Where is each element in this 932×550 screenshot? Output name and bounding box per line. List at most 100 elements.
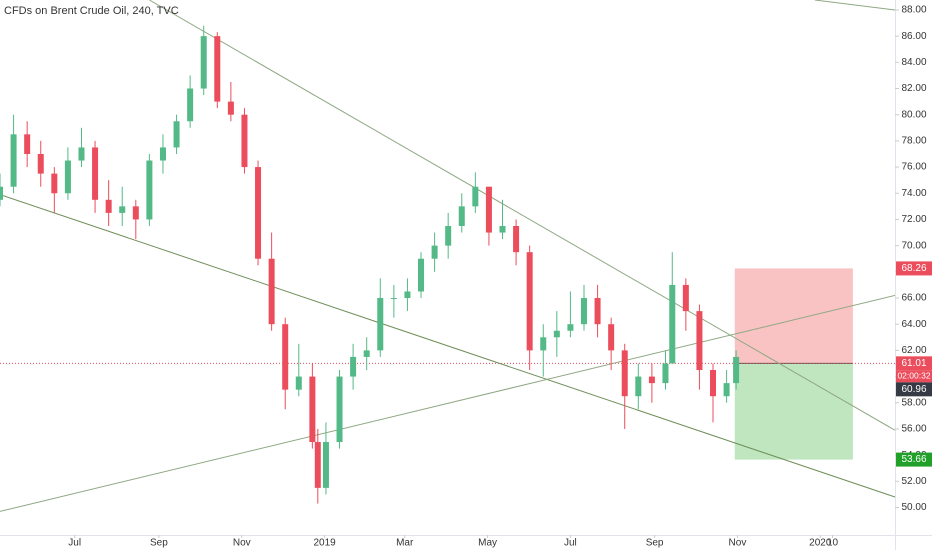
x-tick-label: Jul	[68, 538, 81, 549]
y-tick-label: 76.00	[901, 162, 926, 173]
x-tick-label: 2020	[809, 538, 832, 549]
candle-body	[268, 258, 275, 325]
candle-body	[10, 134, 17, 187]
candle-body	[350, 356, 357, 377]
y-tick-label: 56.00	[901, 424, 926, 435]
candle-body	[608, 324, 615, 351]
y-tick-label: 86.00	[901, 31, 926, 42]
candle-body	[282, 324, 289, 390]
candle-body	[322, 442, 329, 488]
candle-body	[526, 252, 533, 351]
candle-body	[418, 258, 425, 292]
candle-body	[92, 147, 99, 200]
stop-label-bg	[896, 261, 932, 276]
y-tick-label: 88.00	[901, 5, 926, 16]
trendline	[149, 0, 896, 431]
y-tick-label: 58.00	[901, 397, 926, 408]
candle-body	[553, 330, 560, 338]
stop-label: 68.26	[901, 263, 926, 274]
candle-body	[227, 101, 234, 115]
y-tick-label: 74.00	[901, 188, 926, 199]
x-tick-label: Jul	[564, 538, 577, 549]
candle-body	[499, 225, 506, 233]
x-tick-label: Nov	[233, 538, 251, 549]
y-tick-label: 62.00	[901, 345, 926, 356]
candle-body	[669, 284, 676, 364]
x-tick-label: 10	[827, 538, 839, 549]
candle-body	[214, 36, 221, 102]
candle-body	[146, 160, 153, 220]
trendline	[0, 194, 896, 498]
candle-body	[662, 363, 669, 384]
y-tick-label: 84.00	[901, 57, 926, 68]
candle-body	[472, 186, 479, 207]
target-zone	[734, 363, 853, 460]
candle-body	[105, 199, 112, 213]
candle-body	[431, 245, 438, 259]
candle-body	[119, 206, 126, 213]
candle-body	[255, 167, 262, 259]
y-tick-label: 64.00	[901, 319, 926, 330]
candle-body	[200, 36, 207, 89]
candle-body	[314, 442, 321, 488]
x-tick-label: Sep	[646, 538, 664, 549]
candle-body	[696, 311, 703, 371]
y-tick-label: 82.00	[901, 83, 926, 94]
candle-body	[24, 134, 31, 154]
candle-body	[336, 376, 343, 443]
y-tick-label: 78.00	[901, 136, 926, 147]
last-price-label: 61.01	[901, 358, 926, 369]
y-tick-label: 72.00	[901, 214, 926, 225]
candle-body	[723, 383, 730, 397]
target-label-bg	[896, 452, 932, 467]
candle-body	[733, 356, 740, 384]
other-price-label: 60.96	[901, 384, 926, 395]
candle-body	[682, 284, 689, 312]
candle-body	[363, 350, 370, 357]
last-price-label-bg	[896, 356, 932, 371]
trendline	[814, 0, 896, 11]
candle-body	[580, 298, 587, 325]
candle-body	[621, 350, 628, 397]
candle-body	[513, 225, 520, 253]
candle-body	[377, 298, 384, 351]
candle-body	[159, 147, 166, 161]
candle-body	[173, 121, 180, 148]
candle-body	[51, 173, 58, 194]
candle-body	[309, 376, 316, 443]
candle-body	[37, 153, 44, 174]
candle-body	[635, 376, 642, 397]
candle-body	[390, 298, 397, 300]
candle-body	[710, 370, 717, 397]
candle-body	[458, 206, 465, 226]
y-tick-label: 52.00	[901, 476, 926, 487]
candle-body	[648, 376, 655, 384]
candle-body	[485, 186, 492, 233]
candle-body	[594, 298, 601, 325]
y-tick-label: 80.00	[901, 109, 926, 120]
y-tick-label: 50.00	[901, 502, 926, 513]
target-label: 53.66	[901, 454, 926, 465]
x-tick-label: Nov	[729, 538, 747, 549]
x-tick-label: Sep	[150, 538, 168, 549]
y-tick-label: 70.00	[901, 240, 926, 251]
candle-body	[187, 88, 194, 122]
countdown: 02:00:32	[897, 371, 930, 381]
y-tick-label: 66.00	[901, 293, 926, 304]
candle-body	[241, 114, 248, 168]
chart-title: CFDs on Brent Crude Oil, 240, TVC	[4, 5, 179, 17]
other-price-label-bg	[896, 382, 932, 397]
candle-body	[295, 376, 302, 390]
candle-body	[445, 225, 452, 246]
x-tick-label: May	[478, 538, 497, 549]
candle-body	[567, 324, 574, 331]
candle-body	[78, 147, 85, 161]
candle-body	[540, 337, 547, 351]
candle-body	[0, 186, 3, 200]
stop-zone	[734, 268, 853, 364]
candle-body	[404, 291, 411, 299]
x-tick-label: Mar	[396, 538, 414, 549]
trendline	[0, 294, 896, 512]
candle-body	[64, 160, 71, 194]
